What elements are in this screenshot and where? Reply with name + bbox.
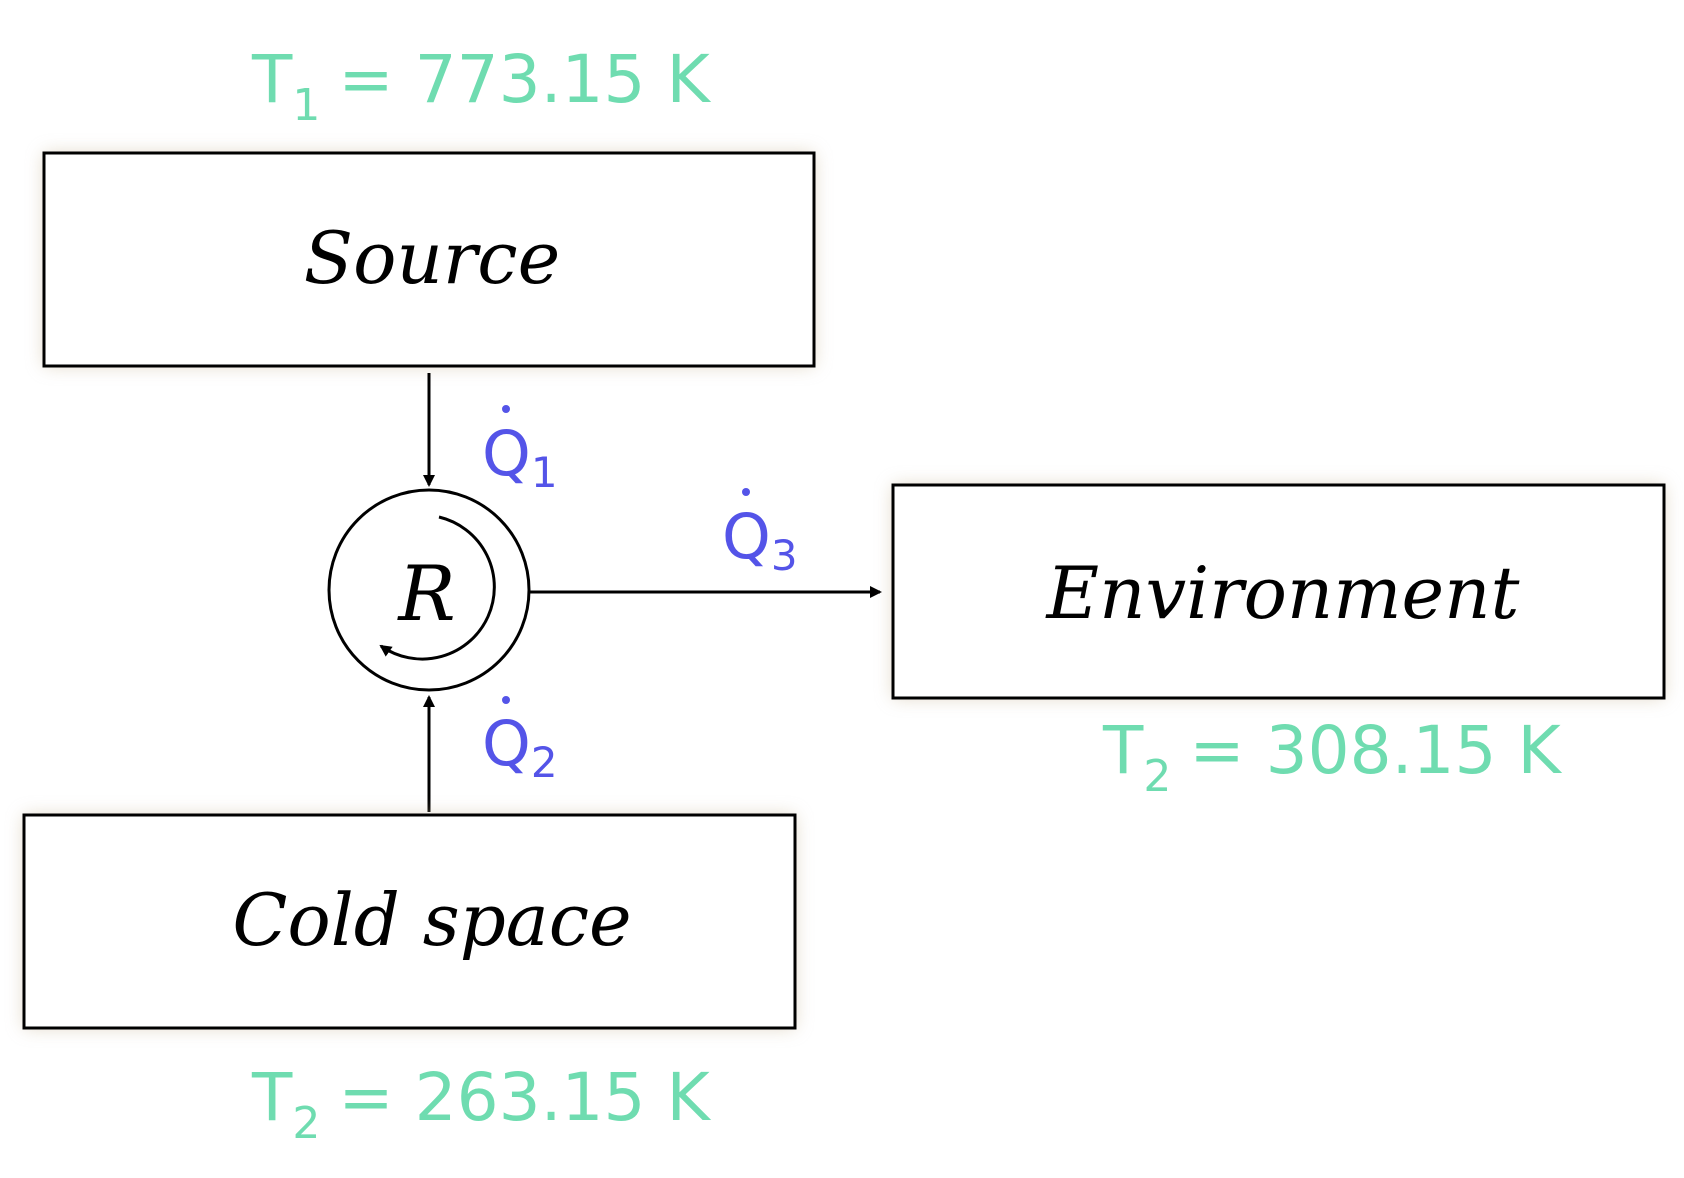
cold-space-label: Cold space [232,878,631,962]
environment-box: Environment [891,483,1666,700]
q3-dot [742,488,750,496]
q3-label: Q3 [722,500,798,580]
cold-space-temperature: T2 = 263.15 K [251,1059,712,1149]
source-box: Source [42,151,816,368]
q1-label: Q1 [482,417,558,497]
q2-dot [502,696,510,704]
source-temperature: T1 = 773.15 K [251,41,712,131]
environment-temperature: T2 = 308.15 K [1102,712,1563,802]
source-label: Source [304,216,560,300]
q2-label: Q2 [482,707,558,787]
cold-space-box: Cold space [22,813,797,1030]
environment-label: Environment [1045,551,1521,635]
refrigerator-machine: R [327,488,531,692]
refrigerator-label: R [396,549,455,638]
cycle-arrow-icon [379,515,496,661]
q1-dot [502,405,510,413]
